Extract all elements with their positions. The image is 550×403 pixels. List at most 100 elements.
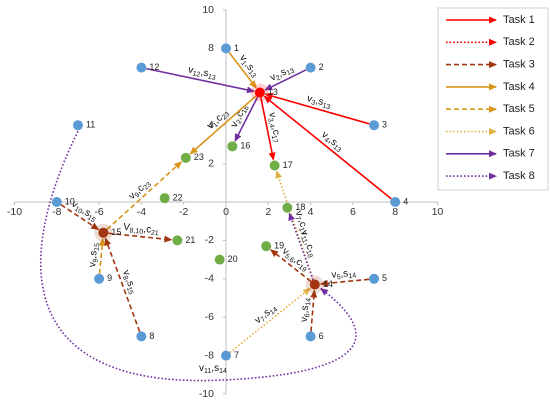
edge-label-part: 23: [221, 111, 232, 121]
y-tick-label: -4: [205, 273, 214, 285]
y-tick-label: -10: [199, 388, 214, 400]
edge-label-part: 7: [294, 216, 302, 222]
x-tick-label: -2: [179, 206, 188, 218]
edge-label-part: 23: [142, 181, 153, 191]
edge-label-part: 18: [304, 249, 313, 259]
edge-label-part: 14: [305, 298, 313, 306]
edge-label-part: 3: [310, 99, 316, 107]
node-label: 14: [323, 279, 333, 289]
legend-label: Task 8: [503, 170, 535, 182]
edge-label-part: 5: [336, 274, 341, 281]
x-tick-label: -8: [52, 206, 61, 218]
edge-label-part: v: [205, 120, 216, 132]
edge-label-part: 10: [73, 205, 83, 215]
node-label: 9: [107, 273, 112, 283]
edge-label-part: v: [298, 317, 309, 323]
node-label: 4: [403, 196, 408, 206]
y-tick-label: 10: [202, 4, 214, 16]
x-tick-label: 8: [392, 206, 398, 218]
edge: [228, 51, 257, 89]
edge: [104, 237, 141, 332]
edge-label: v5,6,c19: [279, 245, 310, 273]
y-tick-label: -2: [205, 234, 214, 246]
edge-label-part: ,c: [233, 109, 246, 121]
edge-label: v9,c23: [127, 177, 153, 203]
edge-label-part: 14: [219, 368, 227, 375]
edge-label-part: 3,4: [266, 117, 275, 128]
node: [51, 197, 62, 207]
node-label: 11: [86, 120, 95, 130]
x-tick-label: 10: [432, 206, 444, 218]
edge-label: v4,s13: [319, 129, 346, 154]
edge-label-part: 14: [269, 306, 280, 316]
edge-label-part: ,s: [276, 66, 288, 79]
x-tick-label: 2: [265, 206, 271, 218]
edge-label-part: 17: [297, 227, 306, 237]
edge-label-part: ,s: [123, 277, 136, 288]
legend-label: Task 1: [503, 14, 535, 26]
edge-label-part: V: [123, 221, 131, 233]
node: [136, 331, 147, 342]
edge-label-part: 8: [121, 275, 129, 281]
node: [305, 331, 316, 342]
legend-label: Task 3: [503, 59, 535, 71]
node: [269, 160, 280, 171]
edge-label-part: 9: [134, 191, 142, 199]
edge-label-part: 11: [299, 235, 308, 244]
node-label: 7: [234, 350, 239, 360]
edge-label: v9,s15: [87, 242, 101, 268]
edge-label-part: v: [319, 129, 330, 141]
edge-label-part: 7: [260, 316, 267, 324]
x-tick-label: 6: [350, 206, 356, 218]
node-label: 23: [194, 152, 204, 162]
edge-label-part: ,s: [314, 95, 325, 108]
edge-label-part: 11: [204, 368, 211, 375]
edge-label-part: v: [306, 93, 314, 105]
edge-label-part: ,s: [340, 268, 349, 280]
edge: [264, 92, 370, 125]
node-label: 2: [319, 62, 324, 72]
edge: [270, 249, 312, 283]
edge-label-part: v: [267, 112, 279, 119]
edge: [260, 97, 276, 161]
node-label: 21: [185, 235, 195, 245]
edge-label-part: v: [187, 64, 194, 76]
edge-label: v8,s15: [119, 268, 139, 295]
legend-label: Task 5: [503, 103, 535, 115]
edge-label-part: 16: [241, 105, 251, 115]
node: [227, 141, 238, 152]
node: [221, 350, 231, 361]
edge-label: V8,10,c21: [123, 221, 160, 237]
edge-label-part: 13: [247, 69, 257, 80]
node-label: 12: [149, 62, 159, 72]
node: [390, 197, 401, 207]
edge-label-part: ,s: [88, 250, 100, 259]
node: [98, 227, 109, 238]
node: [369, 120, 380, 131]
edge-label-part: v: [229, 120, 241, 129]
node: [309, 279, 320, 290]
node: [261, 241, 272, 252]
edge-label-part: v: [293, 209, 305, 217]
edge-label-part: ,c: [269, 126, 281, 136]
node: [254, 87, 265, 98]
edge-curve: [39, 130, 357, 382]
x-tick-label: -10: [7, 206, 22, 218]
node: [172, 235, 183, 246]
edge: [319, 278, 370, 287]
legend-label: Task 2: [503, 36, 535, 48]
x-tick-label: -4: [137, 206, 146, 218]
legend-label: Task 7: [503, 148, 535, 160]
edge-label-part: 2: [275, 74, 282, 82]
edge: [98, 237, 106, 274]
edge-label-part: v: [280, 245, 291, 257]
edge-label: v1,c23: [205, 107, 232, 132]
edge-label-part: 5,6: [283, 253, 295, 265]
edge-label: v12,s13: [187, 64, 217, 82]
edge-label-part: v: [70, 198, 80, 210]
node: [214, 254, 225, 265]
edge-label-part: ,s: [299, 305, 311, 314]
edge: [106, 161, 183, 230]
node: [221, 43, 231, 54]
legend-label: Task 4: [503, 81, 535, 93]
